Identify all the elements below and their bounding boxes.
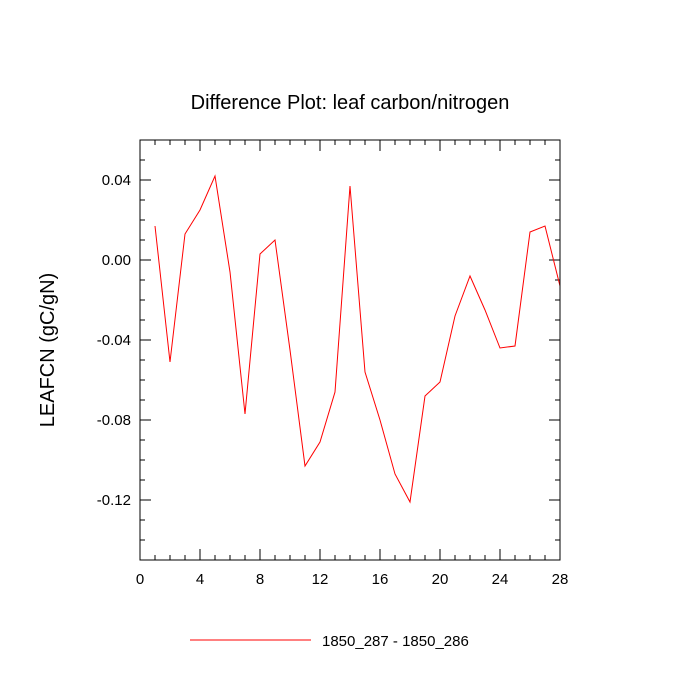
legend: 1850_287 - 1850_286 — [190, 633, 469, 650]
chart-title: Difference Plot: leaf carbon/nitrogen — [191, 92, 510, 114]
plot-frame — [139, 139, 561, 561]
y-tick-label: 0.00 — [102, 252, 131, 269]
x-tick-label: 24 — [492, 571, 509, 588]
y-tick-label: -0.08 — [97, 412, 131, 429]
x-tick-label: 20 — [432, 571, 449, 588]
y-tick-label: -0.04 — [97, 332, 131, 349]
x-tick-label: 28 — [552, 571, 569, 588]
x-tick-label: 4 — [196, 571, 204, 588]
series-line-0 — [154, 174, 561, 504]
x-tick-label: 0 — [136, 571, 144, 588]
x-tick-label: 16 — [372, 571, 389, 588]
x-tick-label: 8 — [256, 571, 264, 588]
y-axis-label: LEAFCN (gC/gN) — [37, 273, 59, 427]
y-tick-label: -0.12 — [97, 492, 131, 509]
legend-label: 1850_287 - 1850_286 — [322, 633, 469, 650]
x-tick-label: 12 — [312, 571, 329, 588]
y-tick-label: 0.04 — [102, 172, 131, 189]
